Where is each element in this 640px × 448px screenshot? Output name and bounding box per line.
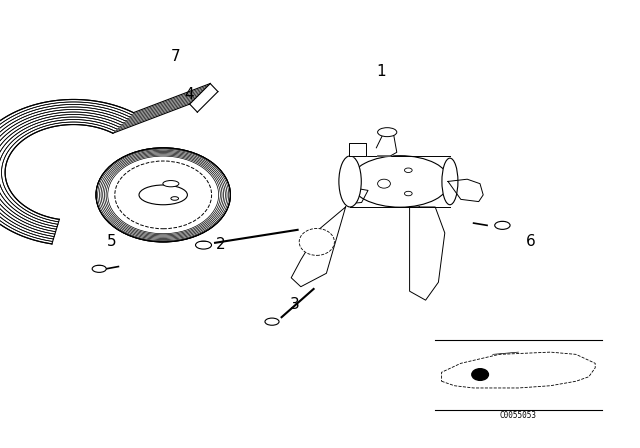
Polygon shape (410, 207, 445, 300)
Ellipse shape (163, 181, 179, 187)
Polygon shape (291, 278, 419, 296)
Ellipse shape (115, 161, 212, 229)
Ellipse shape (265, 318, 279, 325)
Ellipse shape (404, 168, 412, 172)
Text: 6: 6 (526, 234, 536, 250)
Text: 5: 5 (107, 234, 117, 250)
Ellipse shape (300, 228, 335, 255)
Polygon shape (291, 207, 346, 287)
Polygon shape (0, 99, 133, 244)
Ellipse shape (196, 241, 211, 249)
Ellipse shape (96, 148, 230, 242)
Ellipse shape (351, 156, 450, 207)
Polygon shape (376, 132, 397, 156)
Ellipse shape (339, 156, 362, 207)
Ellipse shape (139, 185, 188, 205)
Polygon shape (346, 188, 368, 204)
Ellipse shape (378, 179, 390, 188)
Ellipse shape (378, 128, 397, 137)
Circle shape (472, 369, 488, 380)
Text: C0055053: C0055053 (500, 411, 537, 420)
Polygon shape (113, 83, 210, 133)
Text: 2: 2 (216, 237, 226, 252)
Ellipse shape (495, 221, 510, 229)
Text: 3: 3 (289, 297, 300, 312)
Ellipse shape (92, 265, 106, 272)
Text: 7: 7 (171, 48, 181, 64)
Ellipse shape (404, 191, 412, 196)
Polygon shape (448, 179, 483, 202)
Text: 4: 4 (184, 86, 194, 102)
Ellipse shape (442, 158, 458, 205)
Text: 1: 1 (376, 64, 386, 79)
Polygon shape (349, 143, 366, 156)
Ellipse shape (171, 197, 179, 200)
